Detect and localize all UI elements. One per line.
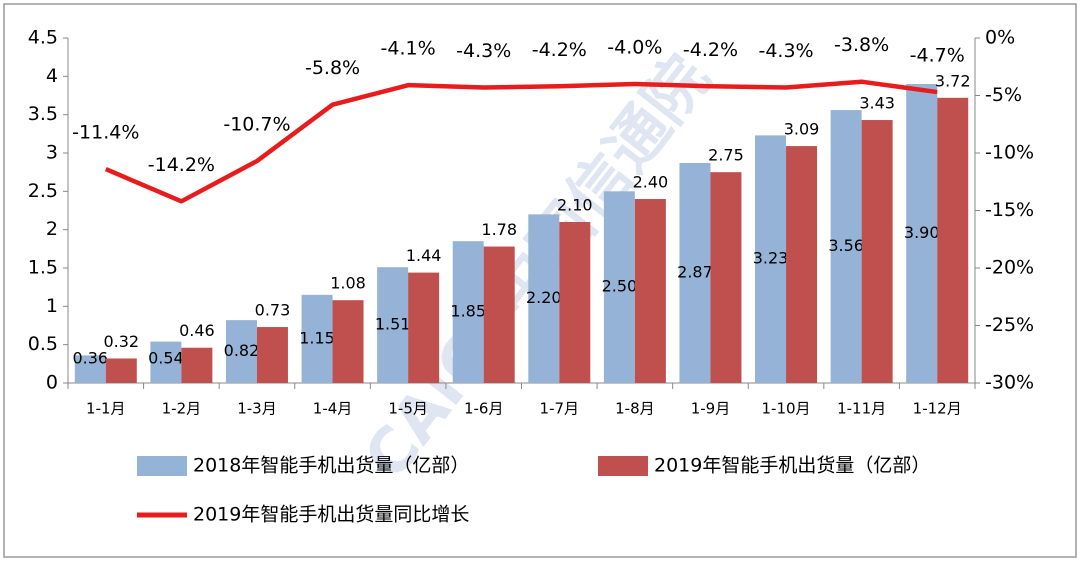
x-tick-label: 1-6月 (464, 400, 504, 418)
bar (861, 120, 893, 384)
bar (225, 320, 257, 383)
x-tick-label: 1-7月 (540, 400, 580, 418)
x-tick-label: 1-9月 (691, 400, 731, 418)
data-label: 1.15 (299, 328, 335, 347)
y2-tick-label: -5% (985, 84, 1022, 106)
line (104, 79, 938, 204)
bar (408, 272, 440, 383)
line-label: -4.7% (910, 45, 965, 67)
bar (377, 267, 409, 383)
bar (830, 110, 862, 384)
bar (181, 347, 213, 383)
bar (332, 300, 364, 383)
x-tick-label: 1-11月 (837, 400, 886, 418)
y-tick-label: 3 (46, 142, 58, 164)
data-label: 1.08 (330, 274, 366, 293)
bar (559, 222, 591, 383)
x-tick-label: 1-2月 (162, 400, 202, 418)
bar (786, 146, 818, 383)
data-label: 0.54 (148, 349, 184, 368)
data-label: 0.46 (179, 321, 215, 340)
y-tick-label: 0 (46, 372, 58, 394)
y2-tick-label: -30% (985, 372, 1034, 394)
data-label: 0.73 (255, 301, 291, 320)
data-label: 2.87 (677, 262, 713, 281)
line-label: -4.3% (456, 40, 511, 62)
bar (603, 191, 635, 383)
x-tick-label: 1-10月 (762, 400, 811, 418)
line-label: -4.0% (607, 37, 662, 59)
y2-tick-label: -10% (985, 142, 1034, 164)
legend-label: 2019年智能手机出货量同比增长 (193, 504, 469, 526)
data-label: 2.20 (526, 288, 562, 307)
data-label: 0.82 (224, 341, 260, 360)
bar (528, 214, 560, 383)
bar (483, 246, 515, 383)
bar (150, 341, 182, 383)
data-label: 1.44 (406, 246, 442, 265)
data-label: 0.32 (103, 332, 139, 351)
line-label: -3.8% (834, 34, 889, 56)
data-label: 3.90 (904, 223, 940, 242)
bar (634, 199, 666, 383)
line-label: -4.1% (381, 38, 436, 60)
line-label: -11.4% (72, 122, 139, 144)
y-tick-label: 4.5 (28, 27, 58, 49)
legend-swatch (598, 456, 648, 476)
x-tick-label: 1-12月 (913, 400, 962, 418)
bar (452, 241, 484, 383)
line-label: -10.7% (223, 114, 290, 136)
data-label: 3.43 (859, 94, 895, 113)
y-tick-label: 1 (46, 295, 58, 317)
bar (937, 97, 969, 384)
data-label: 1.85 (450, 302, 486, 321)
y-tick-label: 2.5 (28, 180, 58, 202)
bar (105, 358, 137, 383)
y2-tick-label: 0% (985, 27, 1015, 49)
y-tick-label: 0.5 (28, 333, 58, 355)
data-label: 1.78 (481, 220, 517, 239)
legend-swatch (137, 456, 187, 476)
legend-label: 2018年智能手机出货量（亿部） (193, 455, 469, 477)
x-tick-label: 1-1月 (86, 400, 126, 418)
bar (755, 135, 787, 383)
line-label: -4.2% (683, 39, 738, 61)
y2-tick-label: -25% (985, 314, 1034, 336)
legend-label: 2019年智能手机出货量（亿部） (654, 455, 930, 477)
line-label: -4.3% (758, 40, 813, 62)
data-label: 2.10 (557, 196, 593, 215)
y-tick-label: 2 (46, 218, 58, 240)
y-tick-label: 3.5 (28, 103, 58, 125)
y-tick-label: 1.5 (28, 257, 58, 279)
y2-tick-label: -20% (985, 257, 1034, 279)
x-tick-label: 1-4月 (313, 400, 353, 418)
bar (301, 294, 333, 383)
data-label: 2.75 (708, 146, 744, 165)
y2-tick-label: -15% (985, 199, 1034, 221)
line-label: -4.2% (532, 39, 587, 61)
data-label: 0.36 (72, 349, 108, 368)
bar (256, 327, 288, 383)
x-tick-label: 1-5月 (388, 400, 428, 418)
data-label: 3.09 (784, 120, 820, 139)
bar (906, 84, 938, 383)
x-tick-label: 1-3月 (237, 400, 277, 418)
data-label: 1.51 (375, 315, 411, 334)
line-label: -14.2% (148, 154, 215, 176)
data-label: 3.56 (828, 236, 864, 255)
data-label: 3.23 (753, 249, 789, 268)
x-tick-label: 1-8月 (615, 400, 655, 418)
bar (679, 162, 711, 383)
line-label: -5.8% (305, 57, 360, 79)
data-label: 2.50 (602, 277, 638, 296)
data-label: 2.40 (633, 173, 669, 192)
data-label: 3.72 (935, 71, 971, 90)
y-tick-label: 4 (46, 65, 58, 87)
bar (74, 355, 106, 383)
bar (710, 172, 742, 383)
